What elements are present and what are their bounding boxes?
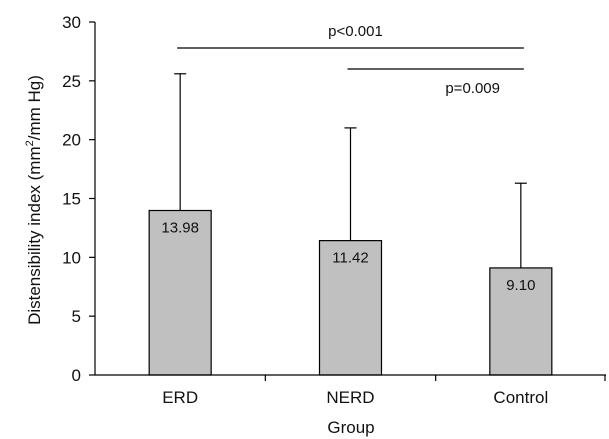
axes-layer: ERD NERD Control 0 5 10 15 20 25 30	[62, 13, 606, 407]
data-label-erd: 13.98	[161, 220, 199, 237]
y-tick-label-30: 30	[62, 13, 81, 32]
significance-layer: p<0.001 p=0.009	[177, 23, 524, 97]
y-tick-label-25: 25	[62, 72, 81, 91]
y-tick-label-20: 20	[62, 131, 81, 150]
bar-nerd	[318, 240, 383, 376]
y-tick-label-15: 15	[62, 190, 81, 209]
bar-erd	[148, 209, 212, 376]
x-axis-title: Group	[327, 418, 374, 437]
y-axis-title: Distensibility index (mm2/mm Hg)	[24, 75, 44, 325]
x-tick-label-nerd: NERD	[326, 388, 374, 407]
data-label-control: 9.10	[506, 277, 535, 294]
x-tick-label-control: Control	[493, 388, 548, 407]
y-axis-title-rest: /mm Hg)	[25, 75, 44, 140]
y-axis-title-main: Distensibility index (mm	[25, 146, 44, 325]
y-tick-label-10: 10	[62, 248, 81, 267]
significance-label-2: p=0.009	[445, 80, 500, 97]
errorbars-layer	[174, 73, 527, 268]
significance-label-1: p<0.001	[328, 23, 383, 40]
data-labels-layer: 13.98 11.42 9.10	[161, 220, 535, 294]
data-label-nerd: 11.42	[332, 250, 368, 267]
y-tick-label-5: 5	[72, 307, 81, 326]
y-tick-label-0: 0	[72, 366, 81, 385]
y-axis-title-superscript: 2	[24, 140, 36, 146]
x-tick-label-erd: ERD	[162, 388, 198, 407]
